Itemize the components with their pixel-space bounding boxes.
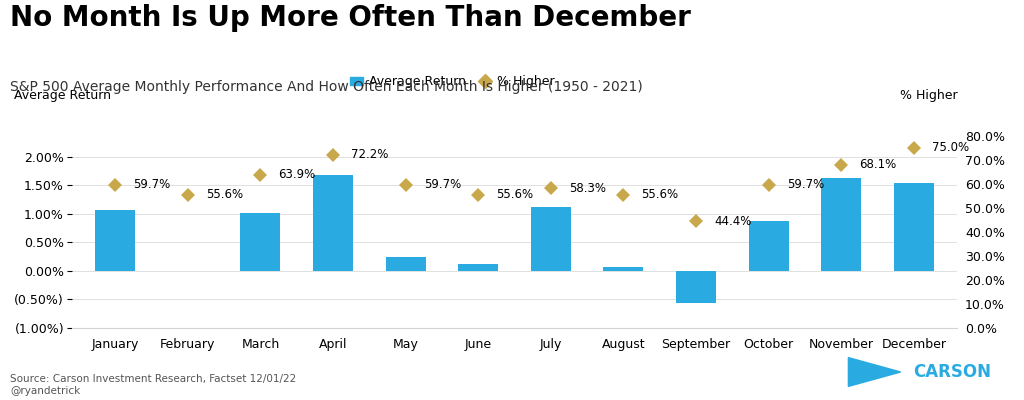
Text: Average Return: Average Return (14, 89, 112, 102)
Text: 44.4%: 44.4% (714, 215, 752, 228)
Text: 75.0%: 75.0% (932, 142, 969, 154)
Bar (749, 220, 788, 271)
Text: 55.6%: 55.6% (206, 188, 243, 201)
Bar (313, 175, 353, 271)
Bar (95, 210, 135, 271)
Text: % Higher: % Higher (900, 89, 957, 102)
Text: 59.7%: 59.7% (424, 178, 461, 191)
Bar (386, 256, 426, 271)
Text: 55.6%: 55.6% (497, 188, 534, 201)
Text: S&P 500 Average Monthly Performance And How Often Each Month Is Higher (1950 - 2: S&P 500 Average Monthly Performance And … (10, 80, 643, 94)
Text: 58.3%: 58.3% (569, 182, 606, 194)
Text: Source: Carson Investment Research, Factset 12/01/22
@ryandetrick: Source: Carson Investment Research, Fact… (10, 374, 297, 396)
Bar (603, 267, 643, 271)
Text: 63.9%: 63.9% (279, 168, 315, 181)
Legend: Average Return, % Higher: Average Return, % Higher (345, 70, 560, 93)
Text: 68.1%: 68.1% (859, 158, 897, 171)
Text: 59.7%: 59.7% (786, 178, 824, 191)
Bar (241, 212, 281, 271)
Bar (894, 183, 934, 271)
Text: 59.7%: 59.7% (133, 178, 171, 191)
Bar (530, 207, 570, 271)
Text: CARSON: CARSON (912, 363, 991, 381)
Text: 55.6%: 55.6% (642, 188, 679, 201)
Bar (821, 178, 861, 271)
Bar (459, 264, 499, 271)
Text: 72.2%: 72.2% (351, 148, 388, 161)
Bar (676, 271, 716, 303)
Text: No Month Is Up More Often Than December: No Month Is Up More Often Than December (10, 4, 691, 32)
Polygon shape (848, 358, 901, 386)
